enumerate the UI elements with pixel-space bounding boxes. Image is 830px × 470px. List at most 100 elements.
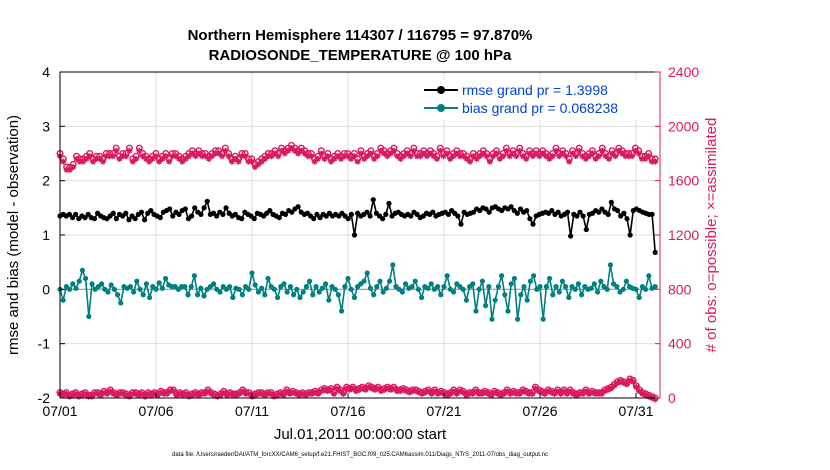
obs-low-assimilated-marker <box>264 390 271 397</box>
obs-assimilated-marker <box>232 155 239 162</box>
bias-point <box>419 294 425 301</box>
bias-point <box>83 275 89 282</box>
rmse-point <box>458 221 464 227</box>
legend-rmse-marker <box>437 86 445 94</box>
obs-low-assimilated-marker <box>494 390 501 397</box>
bias-point <box>236 286 242 292</box>
y-tick-label-right: 400 <box>668 336 692 352</box>
bias-point <box>271 286 277 292</box>
obs-low-assimilated-marker <box>343 385 350 392</box>
rmse-point <box>232 211 239 217</box>
obs-assimilated-marker <box>440 153 447 160</box>
y-tick-label-left: 2 <box>42 173 50 189</box>
obs-low-assimilated-marker <box>595 390 602 397</box>
bias-point <box>342 284 348 290</box>
series-obs-counts <box>56 141 659 403</box>
rmse-point <box>91 216 98 222</box>
obs-low-assimilated-marker <box>214 393 221 400</box>
obs-low-assimilated-marker <box>318 388 325 395</box>
bias-point <box>76 278 82 284</box>
obs-assimilated-marker <box>275 153 282 160</box>
rmse-point <box>204 198 210 204</box>
obs-low-assimilated-marker <box>513 390 520 397</box>
obs-assimilated-marker <box>129 158 136 165</box>
obs-low-assimilated-marker <box>186 393 193 400</box>
obs-low-assimilated-marker <box>63 390 70 397</box>
bias-point <box>239 292 245 298</box>
obs-assimilated-marker <box>354 158 361 165</box>
rmse-point <box>383 211 389 217</box>
obs-low-assimilated-marker <box>252 392 259 399</box>
rmse-point <box>126 217 132 223</box>
rmse-point <box>220 211 226 217</box>
obs-low-assimilated-marker <box>400 386 407 393</box>
obs-low-assimilated-marker <box>633 384 640 391</box>
obs-assimilated-marker <box>262 155 269 162</box>
obs-low-assimilated-marker <box>375 385 382 392</box>
rmse-point <box>317 215 323 221</box>
rmse-point <box>608 199 614 205</box>
obs-low-assimilated-marker <box>119 390 126 397</box>
bias-point <box>227 284 233 290</box>
obs-low-assimilated-marker <box>145 390 152 397</box>
obs-assimilated-marker <box>255 161 262 168</box>
obs-assimilated-marker <box>609 150 616 157</box>
bias-point <box>579 292 585 298</box>
obs-assimilated-marker <box>645 153 652 160</box>
obs-low-assimilated-marker <box>554 388 561 395</box>
chart-title-line1: Northern Hemisphere 114307 / 116795 = 97… <box>187 27 533 44</box>
rmse-point <box>188 213 195 219</box>
obs-assimilated-marker <box>635 150 642 157</box>
obs-assimilated-marker <box>407 153 414 160</box>
bias-point <box>511 275 517 282</box>
obs-assimilated-marker <box>556 153 563 160</box>
bias-point <box>326 297 332 303</box>
obs-assimilated-marker <box>116 155 123 162</box>
obs-assimilated-marker <box>172 153 179 160</box>
obs-low-assimilated-marker <box>258 390 265 397</box>
obs-assimilated-marker <box>96 155 103 162</box>
obs-low-assimilated-marker <box>491 389 498 396</box>
bias-point <box>323 281 329 287</box>
obs-low-assimilated-marker <box>456 388 463 395</box>
bias-point <box>377 278 383 284</box>
obs-low-assimilated-marker <box>135 392 142 399</box>
obs-low-assimilated-marker <box>504 388 511 395</box>
bias-point <box>118 300 124 306</box>
bias-point <box>319 285 325 291</box>
obs-assimilated-marker <box>543 153 550 160</box>
obs-assimilated-marker <box>420 150 427 157</box>
bias-point <box>387 278 393 284</box>
y-tick-label-right: 800 <box>668 281 692 297</box>
obs-assimilated-marker <box>612 153 619 160</box>
obs-assimilated-marker <box>268 153 275 160</box>
bias-point <box>607 262 614 268</box>
obs-low-assimilated-marker <box>526 390 533 397</box>
obs-low-assimilated-marker <box>485 390 492 397</box>
obs-low-assimilated-marker <box>586 390 593 397</box>
bias-point <box>473 308 479 314</box>
bias-point <box>460 286 466 292</box>
bias-point <box>412 278 418 284</box>
y-tick-label-right: 2000 <box>668 118 699 134</box>
obs-assimilated-marker <box>76 158 83 165</box>
obs-assimilated-marker <box>295 150 302 157</box>
bias-point <box>332 286 338 292</box>
bias-point <box>159 285 165 291</box>
bias-point <box>249 270 255 276</box>
rmse-point <box>66 211 72 217</box>
bias-point <box>486 284 492 290</box>
obs-assimilated-marker <box>215 150 222 157</box>
bias-point <box>134 278 140 284</box>
bias-point <box>79 267 85 273</box>
obs-low-assimilated-marker <box>630 378 637 385</box>
obs-low-assimilated-marker <box>387 386 394 393</box>
bias-point <box>310 292 316 298</box>
obs-low-assimilated-marker <box>179 392 186 399</box>
obs-low-assimilated-marker <box>321 386 328 393</box>
obs-low-assimilated-marker <box>337 388 344 395</box>
bias-point <box>364 270 370 276</box>
obs-low-assimilated-marker <box>267 390 274 397</box>
bias-point <box>595 289 601 295</box>
bias-point <box>566 294 572 301</box>
